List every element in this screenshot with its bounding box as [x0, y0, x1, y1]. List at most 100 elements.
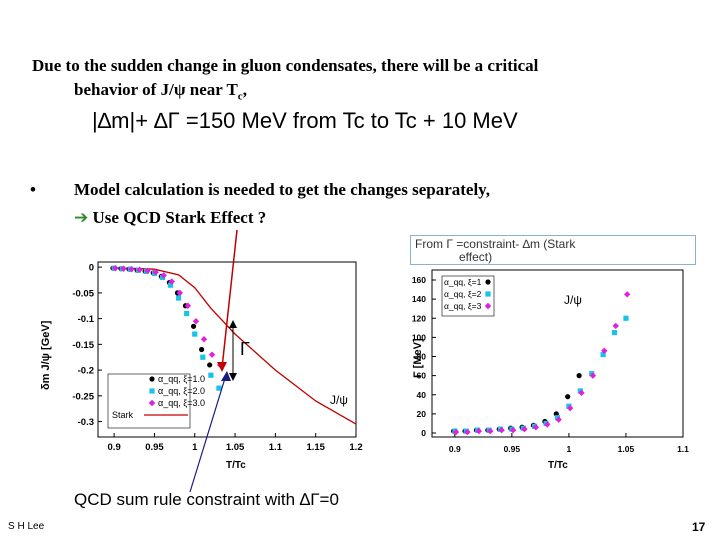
- left-ytick-label: -0.15: [72, 340, 94, 351]
- psi-symbol: ψ: [173, 80, 186, 99]
- left-ytick-label: -0.05: [72, 288, 94, 299]
- bullet-glyph: •: [30, 180, 36, 199]
- left-xtick-label: 1.15: [306, 442, 325, 453]
- right-plot-frame: [431, 269, 684, 438]
- constraint-pointer-arrow: [189, 374, 227, 493]
- right-xtick-label: 0.9: [449, 444, 461, 454]
- left-legend-label: α_qq, ξ=2.0: [158, 386, 205, 396]
- left-point-3: [128, 266, 135, 273]
- left-point-3: [120, 265, 127, 272]
- right-legend-label: α_qq, ξ=2: [444, 289, 482, 299]
- right-point-3: [521, 425, 528, 433]
- constraint-pointer-arrowhead: [221, 371, 231, 381]
- left-xtick-label: 0.9: [108, 442, 121, 453]
- right-point-3: [498, 426, 505, 434]
- constraint-text-line-1: From Γ =constraint- ∆m (Stark: [415, 237, 576, 251]
- left-xlabel: T/Tc: [226, 460, 246, 471]
- right-ytick-label: 100: [412, 332, 426, 342]
- left-point-1: [190, 323, 197, 329]
- constraint-text-line-2: effect): [459, 250, 493, 264]
- left-legend-label: α_qq, ξ=3.0: [158, 398, 205, 408]
- left-point-2: [200, 354, 206, 360]
- left-xtick-label: 1: [192, 442, 198, 453]
- right-xtick-label: 1.05: [618, 444, 635, 454]
- tc-subscript: c: [237, 90, 243, 103]
- left-legend-marker: [149, 388, 155, 394]
- right-point-3: [487, 427, 494, 435]
- author-label: S H Lee: [8, 521, 45, 532]
- left-ytick-label: -0.1: [78, 314, 95, 325]
- right-ytick-label: 60: [417, 371, 427, 381]
- right-ytick-label: 80: [417, 352, 427, 362]
- right-legend: α_qq, ξ=1 α_qq, ξ=2 α_qq, ξ=3: [441, 275, 495, 317]
- left-point-2: [184, 310, 190, 317]
- stark-question-line: ➔ Use QCD Stark Effect ?: [74, 208, 266, 228]
- left-xtick-label: 1.2: [349, 442, 362, 453]
- gamma-bracket-bottom-arrowhead: [229, 373, 237, 381]
- right-ytick-label: 160: [412, 275, 426, 285]
- right-point-3: [544, 421, 551, 428]
- right-xlabel: T/Tc: [548, 460, 568, 471]
- right-point-3: [475, 427, 483, 435]
- left-point-3: [184, 302, 192, 309]
- left-point-3: [200, 336, 208, 343]
- right-annotation: J/ψ: [564, 293, 582, 307]
- left-ytick-label: 0: [89, 263, 94, 274]
- right-legend-box: [441, 275, 495, 317]
- right-xtick-label: 1: [567, 444, 572, 454]
- right-legend-marker: [485, 291, 491, 297]
- left-point-2: [192, 331, 198, 337]
- left-point-2: [176, 295, 182, 301]
- mass-width-equation: |∆m|+ ∆Γ =150 MeV from Tc to Tc + 10 MeV: [92, 108, 518, 133]
- right-xtick-label: 0.95: [504, 444, 521, 454]
- constraint-textbox: From Γ =constraint- ∆m (Stark effect): [410, 235, 696, 265]
- left-ytick-label: -0.2: [78, 366, 94, 377]
- left-point-3: [176, 289, 184, 297]
- right-point-2: [600, 351, 606, 358]
- right-point-3: [509, 426, 517, 434]
- left-point-3: [136, 266, 143, 273]
- qcd-constraint-caption: QCD sum rule constraint with ∆Γ=0: [74, 490, 339, 509]
- left-ytick-label: -0.3: [78, 417, 94, 428]
- left-legend-marker: [149, 376, 155, 382]
- left-legend-label: Stark: [112, 410, 134, 420]
- right-point-3: [464, 428, 471, 436]
- left-legend-box: [107, 373, 191, 429]
- left-point-3: [160, 272, 167, 279]
- model-calc-line: Model calculation is needed to get the c…: [74, 180, 490, 199]
- left-xtick-label: 0.95: [145, 442, 164, 453]
- right-legend-marker: [485, 279, 491, 285]
- right-xtick-label: 1.1: [677, 444, 689, 454]
- stark-pointer-arrow: [221, 229, 238, 369]
- left-point-1: [207, 362, 213, 368]
- right-ytick-label: 140: [412, 294, 426, 304]
- right-point-1: [576, 373, 582, 379]
- right-point-3: [578, 389, 585, 397]
- right-point-3: [452, 428, 460, 436]
- stark-question-text: Use QCD Stark Effect ?: [88, 208, 267, 227]
- stark-pointer-arrowhead: [217, 362, 227, 372]
- gamma-label: Γ: [240, 339, 250, 359]
- right-point-3: [623, 291, 631, 298]
- left-plot-frame: [97, 261, 357, 438]
- right-point-2: [611, 329, 618, 336]
- right-ytick-label: 0: [421, 428, 426, 438]
- intro-line-2-a: behavior of J/: [74, 80, 174, 99]
- left-xtick-label: 1.05: [226, 442, 245, 453]
- left-point-1: [199, 346, 205, 353]
- right-ytick-label: 120: [412, 313, 426, 323]
- right-point-3: [589, 372, 597, 379]
- left-legend-label: α_qq, ξ=1.0: [158, 374, 205, 384]
- intro-line-2: behavior of J/ψ near Tc,: [74, 80, 247, 102]
- right-point-1: [565, 394, 571, 400]
- left-point-3: [168, 278, 175, 285]
- left-point-3: [208, 351, 216, 358]
- right-point-3: [566, 404, 574, 412]
- right-point-3: [601, 347, 608, 354]
- left-point-3: [144, 267, 151, 274]
- left-point-3: [152, 269, 159, 276]
- left-point-2: [167, 282, 174, 288]
- left-point-2: [216, 385, 222, 391]
